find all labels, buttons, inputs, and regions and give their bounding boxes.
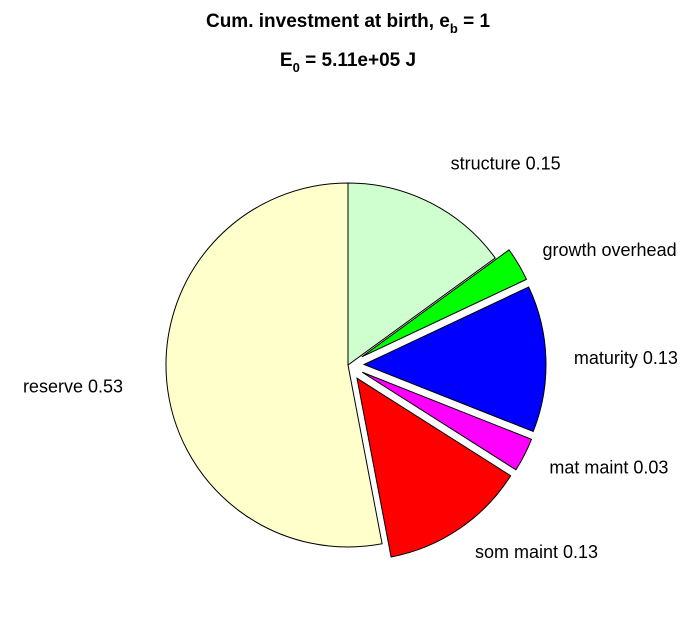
pie-slices: [165, 182, 547, 558]
pie-slice-mat-maint: [361, 371, 533, 471]
pie-slice-maturity: [362, 286, 547, 433]
pie-slice-growth-overhead: [361, 249, 528, 358]
pie-slice-som-maint: [356, 377, 512, 558]
pie-slice-structure: [347, 182, 496, 366]
pie-label-structure: structure 0.15: [451, 154, 561, 174]
chart-title-line1-subscript: b: [450, 21, 458, 36]
chart-title-line2-subscript: 0: [293, 60, 300, 75]
chart-title-line2-prefix: E: [280, 50, 293, 71]
pie-labels: structure 0.15 growth overhead maturity 0.…: [23, 154, 678, 562]
chart-title-line1: Cum. investment at birth, eb = 1: [206, 11, 490, 36]
pie-label-growth-overhead: growth overhead: [543, 240, 677, 260]
chart-title-line1-suffix: = 1: [458, 11, 491, 32]
pie-label-mat-maint: mat maint 0.03: [549, 458, 668, 478]
pie-label-som-maint: som maint 0.13: [475, 542, 598, 562]
chart-title-line2-suffix: = 5.11e+05 J: [300, 50, 416, 71]
pie-slice-reserve: [165, 182, 383, 548]
pie-label-maturity: maturity 0.13: [574, 348, 678, 368]
chart-title-line1-prefix: Cum. investment at birth, e: [206, 11, 450, 32]
pie-label-reserve: reserve 0.53: [23, 376, 123, 396]
chart-title-line2: E0 = 5.11e+05 J: [280, 50, 416, 75]
